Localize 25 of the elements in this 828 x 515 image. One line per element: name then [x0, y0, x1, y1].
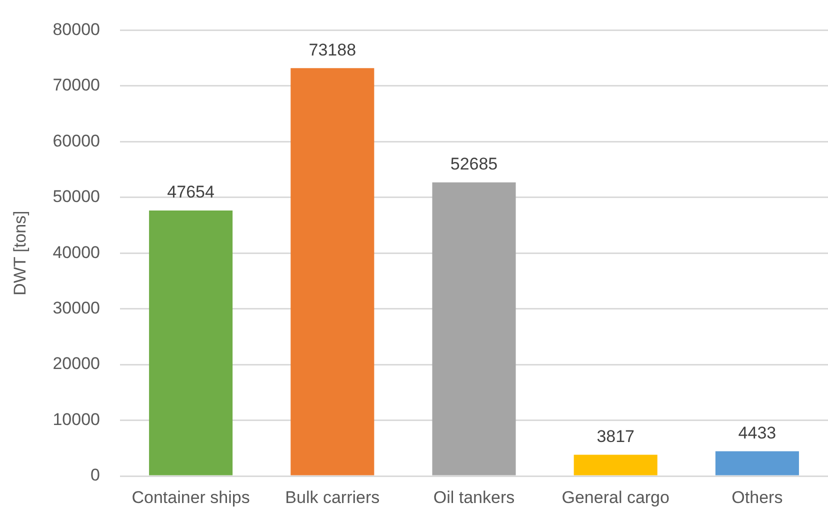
- x-tick-label: General cargo: [562, 488, 670, 507]
- data-label: 3817: [596, 426, 635, 446]
- y-axis-title: DWT [tons]: [10, 210, 30, 296]
- x-tick-label: Others: [732, 488, 783, 507]
- x-tick-label: Container ships: [132, 488, 250, 507]
- data-label: 4433: [738, 423, 776, 442]
- bar: [715, 451, 799, 476]
- bar: [290, 68, 374, 476]
- x-tick-label: Bulk carriers: [285, 488, 380, 507]
- x-tick-label: Oil tankers: [433, 488, 515, 507]
- y-tick-label: 40000: [52, 242, 100, 262]
- bar: [149, 210, 233, 476]
- y-tick-label: 70000: [52, 76, 100, 95]
- y-tick-label: 80000: [52, 20, 100, 39]
- y-tick-label: 10000: [52, 410, 100, 429]
- y-tick-label: 0: [90, 466, 100, 485]
- data-label: 73188: [308, 40, 356, 60]
- y-tick-label: 30000: [52, 298, 100, 318]
- y-tick-label: 60000: [52, 131, 100, 150]
- y-tick-label: 20000: [52, 354, 100, 374]
- bar: [432, 182, 516, 476]
- data-label: 52685: [450, 154, 498, 174]
- y-tick-label: 50000: [52, 187, 100, 206]
- data-label: 47654: [167, 182, 214, 202]
- bar: [574, 454, 658, 476]
